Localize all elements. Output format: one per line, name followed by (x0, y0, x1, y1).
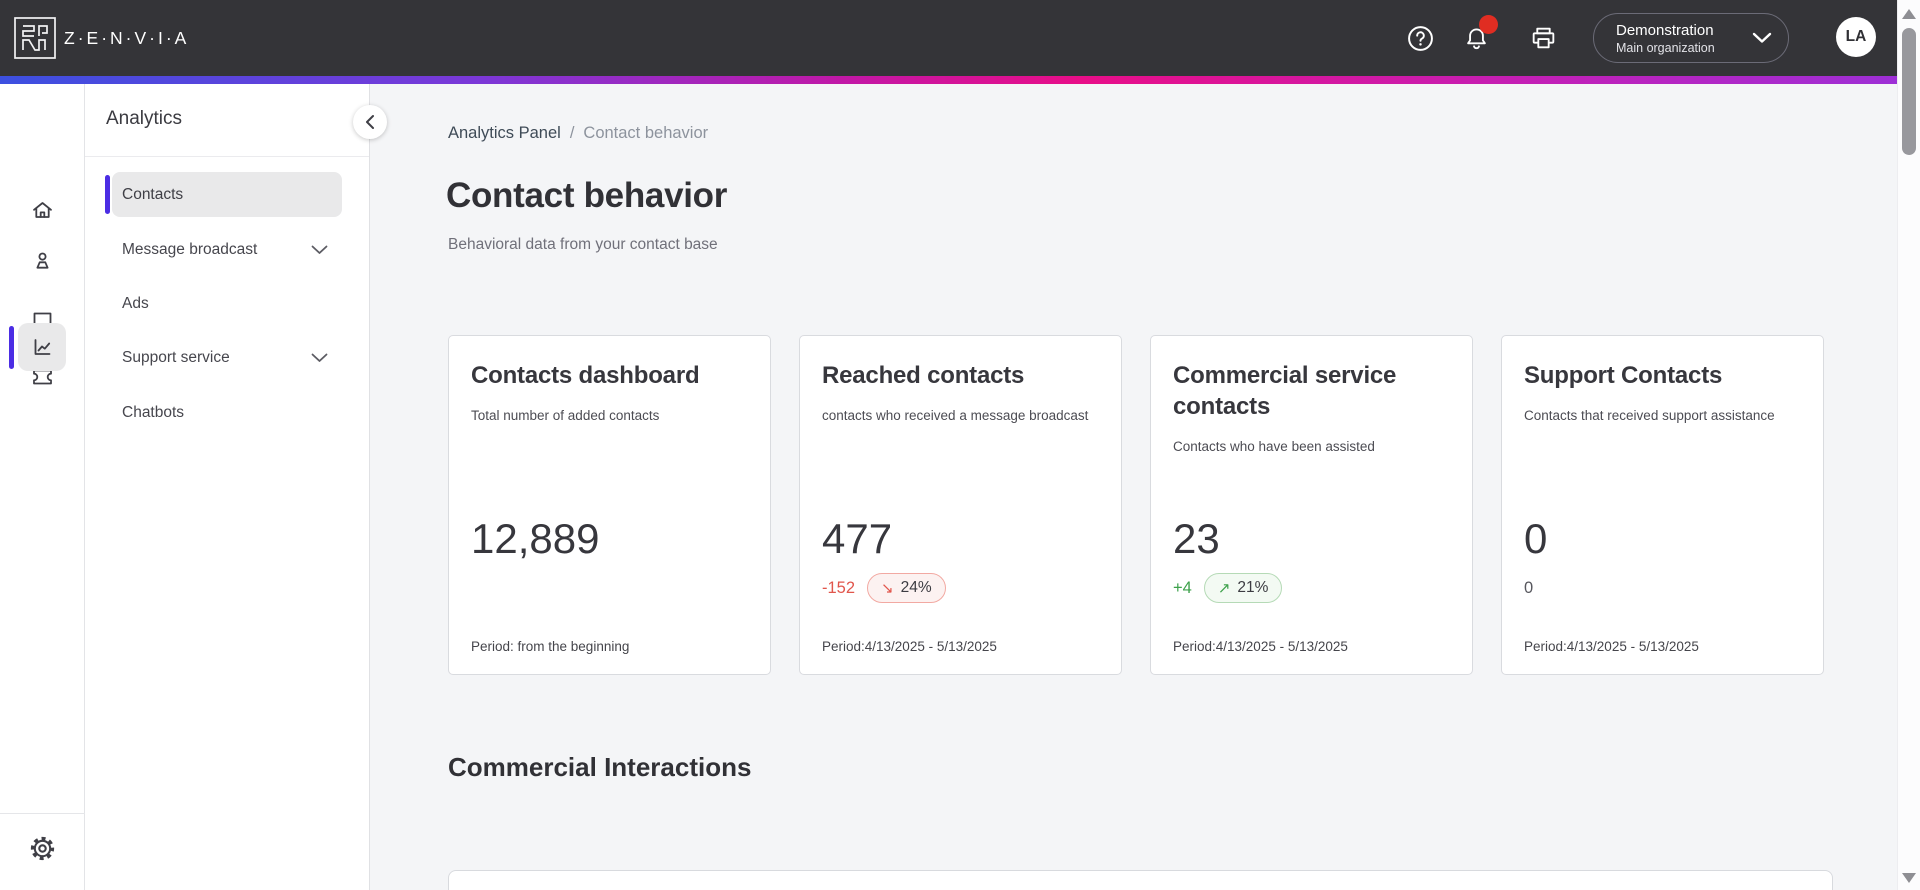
left-rail (0, 84, 85, 890)
breadcrumb-analytics-panel[interactable]: Analytics Panel (448, 124, 561, 142)
section-heading-commercial-interactions: Commercial Interactions (448, 752, 752, 782)
card-period: Period:4/13/2025 - 5/13/2025 (1524, 639, 1699, 654)
vertical-scrollbar[interactable] (1897, 0, 1920, 890)
person-icon (30, 249, 55, 273)
rail-item-contacts[interactable] (18, 237, 66, 285)
card-value: 23 (1173, 515, 1220, 562)
user-avatar[interactable]: LA (1836, 17, 1876, 57)
panel-item-support-service[interactable]: Support service (112, 335, 342, 380)
commercial-interactions-card (448, 870, 1833, 890)
badge-percentage: 21% (1237, 579, 1269, 597)
help-icon[interactable] (1407, 0, 1434, 76)
card-period: Period:4/13/2025 - 5/13/2025 (822, 639, 997, 654)
card-contacts-dashboard: Contacts dashboard Total number of added… (448, 335, 771, 675)
trend-badge-up: ↗ 21% (1203, 573, 1283, 604)
active-rail-indicator (9, 326, 14, 369)
delta-value: 0 (1524, 578, 1534, 597)
card-support-contacts: Support Contacts Contacts that received … (1501, 335, 1824, 675)
chevron-down-icon (311, 353, 328, 363)
brand-gradient-bar (0, 76, 1897, 84)
panel-item-chatbots[interactable]: Chatbots (112, 390, 342, 435)
card-title: Support Contacts (1524, 362, 1723, 389)
card-value: 0 (1524, 515, 1548, 562)
card-value: 477 (822, 515, 893, 562)
gear-icon (29, 835, 56, 862)
analytics-panel: Analytics Contacts Message broadcast Ads… (85, 84, 370, 890)
chevron-down-icon (1752, 32, 1772, 44)
breadcrumb-separator: / (569, 124, 575, 142)
active-menu-indicator (105, 175, 110, 214)
card-subtitle: Total number of added contacts (471, 408, 660, 424)
panel-item-label: Support service (122, 348, 230, 366)
rail-item-tickets[interactable] (18, 352, 66, 400)
card-title: Contacts dashboard (471, 362, 700, 389)
page-title: Contact behavior (446, 176, 728, 215)
rail-item-home[interactable] (18, 186, 66, 234)
panel-item-label: Chatbots (122, 403, 185, 421)
collapse-panel-button[interactable] (353, 105, 387, 139)
bell-icon[interactable] (1462, 0, 1491, 76)
print-icon[interactable] (1529, 0, 1558, 76)
breadcrumb-current: Contact behavior (583, 124, 709, 142)
scrollbar-thumb[interactable] (1902, 28, 1916, 155)
card-commercial-service-contacts: Commercial service contacts Contacts who… (1150, 335, 1473, 675)
topbar: Z·E·N·V·I·A Demonstration Main organizat… (0, 0, 1897, 76)
organization-switcher[interactable]: Demonstration Main organization (1593, 13, 1789, 63)
panel-item-ads[interactable]: Ads (112, 281, 342, 326)
panel-item-label: Contacts (122, 185, 184, 203)
breadcrumb: Analytics Panel / Contact behavior (448, 124, 708, 143)
panel-item-label: Message broadcast (122, 240, 258, 258)
arrow-up-right-icon: ↗ (1217, 580, 1231, 598)
trend-badge-down: ↘ 24% (867, 573, 946, 604)
card-value: 12,889 (471, 515, 600, 562)
line-chart-icon (30, 335, 55, 359)
delta-value: +4 (1173, 578, 1192, 597)
card-subtitle: contacts who received a message broadcas… (822, 408, 1089, 424)
scroll-down-arrow[interactable] (1902, 873, 1916, 883)
arrow-down-right-icon: ↘ (881, 580, 894, 598)
card-subtitle: Contacts who have been assisted (1173, 439, 1375, 455)
card-subtitle: Contacts that received support assistanc… (1524, 408, 1775, 424)
card-period: Period: from the beginning (471, 639, 630, 654)
panel-item-contacts[interactable]: Contacts (112, 172, 342, 217)
chevron-left-icon (363, 114, 377, 130)
brand-wordmark: Z·E·N·V·I·A (64, 27, 190, 48)
chevron-down-icon (311, 245, 328, 255)
rail-item-settings[interactable] (18, 824, 66, 872)
home-icon (30, 198, 55, 222)
organization-description: Main organization (1616, 40, 1715, 55)
organization-name: Demonstration (1616, 21, 1714, 39)
card-reached-contacts: Reached contacts contacts who received a… (799, 335, 1122, 675)
rail-divider (0, 813, 85, 814)
card-title: Reached contacts (822, 362, 1025, 389)
delta-value: -152 (822, 578, 856, 597)
panel-title: Analytics (106, 108, 183, 129)
card-title: Commercial service contacts (1173, 362, 1397, 421)
badge-percentage: 24% (900, 579, 932, 597)
kpi-cards-row: Contacts dashboard Total number of added… (448, 335, 1824, 675)
panel-item-message-broadcast[interactable]: Message broadcast (112, 227, 342, 272)
ticket-icon (30, 364, 55, 388)
page-subtitle: Behavioral data from your contact base (448, 236, 718, 253)
rail-item-analytics[interactable] (18, 323, 66, 371)
scroll-up-arrow[interactable] (1902, 9, 1916, 19)
panel-divider (85, 156, 369, 157)
notification-dot (1479, 15, 1498, 34)
card-period: Period:4/13/2025 - 5/13/2025 (1173, 639, 1348, 654)
avatar-initials: LA (1845, 28, 1867, 45)
main-content: Analytics Panel / Contact behavior Conta… (370, 84, 1897, 890)
zenvia-logo-icon (13, 16, 57, 60)
panel-item-label: Ads (122, 294, 149, 312)
